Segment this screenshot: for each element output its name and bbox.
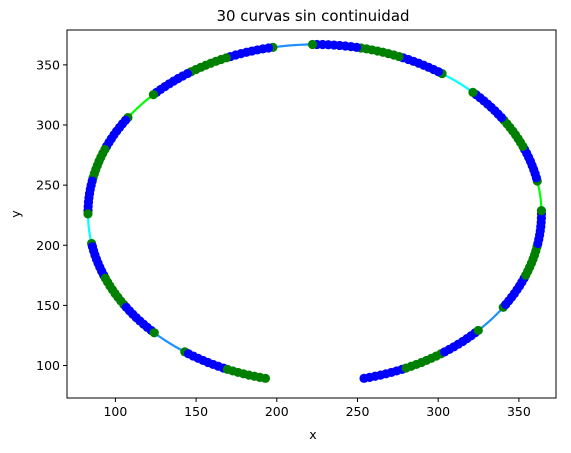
y-axis-label: y — [8, 210, 23, 218]
x-tick-label: 250 — [346, 404, 370, 419]
x-tick-label: 150 — [184, 404, 208, 419]
data-marks — [83, 39, 547, 383]
curve-point — [468, 87, 478, 97]
y-tick-label: 350 — [36, 57, 60, 72]
x-tick-label: 100 — [103, 404, 127, 419]
curve-point — [536, 205, 547, 216]
y-tick-label: 300 — [36, 118, 60, 133]
x-axis-ticks: 100 150 200 250 300 350 — [103, 398, 531, 419]
x-axis-label: x — [309, 427, 316, 442]
x-tick-label: 350 — [507, 404, 531, 419]
y-tick-label: 100 — [36, 358, 60, 373]
plot-area — [66, 29, 557, 399]
curve-point — [307, 39, 318, 50]
curve-point — [149, 328, 159, 338]
y-tick-label: 150 — [36, 298, 60, 313]
y-tick-label: 200 — [36, 238, 60, 253]
y-axis-ticks: 100 150 200 250 300 350 — [36, 57, 67, 373]
curve-point — [148, 90, 158, 100]
curve-point — [260, 373, 271, 383]
x-tick-label: 300 — [426, 404, 450, 419]
chart-title: 30 curvas sin continuidad — [216, 7, 409, 25]
x-tick-label: 200 — [265, 404, 289, 419]
curve-line — [270, 43, 315, 49]
y-tick-label: 250 — [36, 178, 60, 193]
curve-point — [473, 325, 483, 336]
curve-point — [83, 209, 93, 219]
